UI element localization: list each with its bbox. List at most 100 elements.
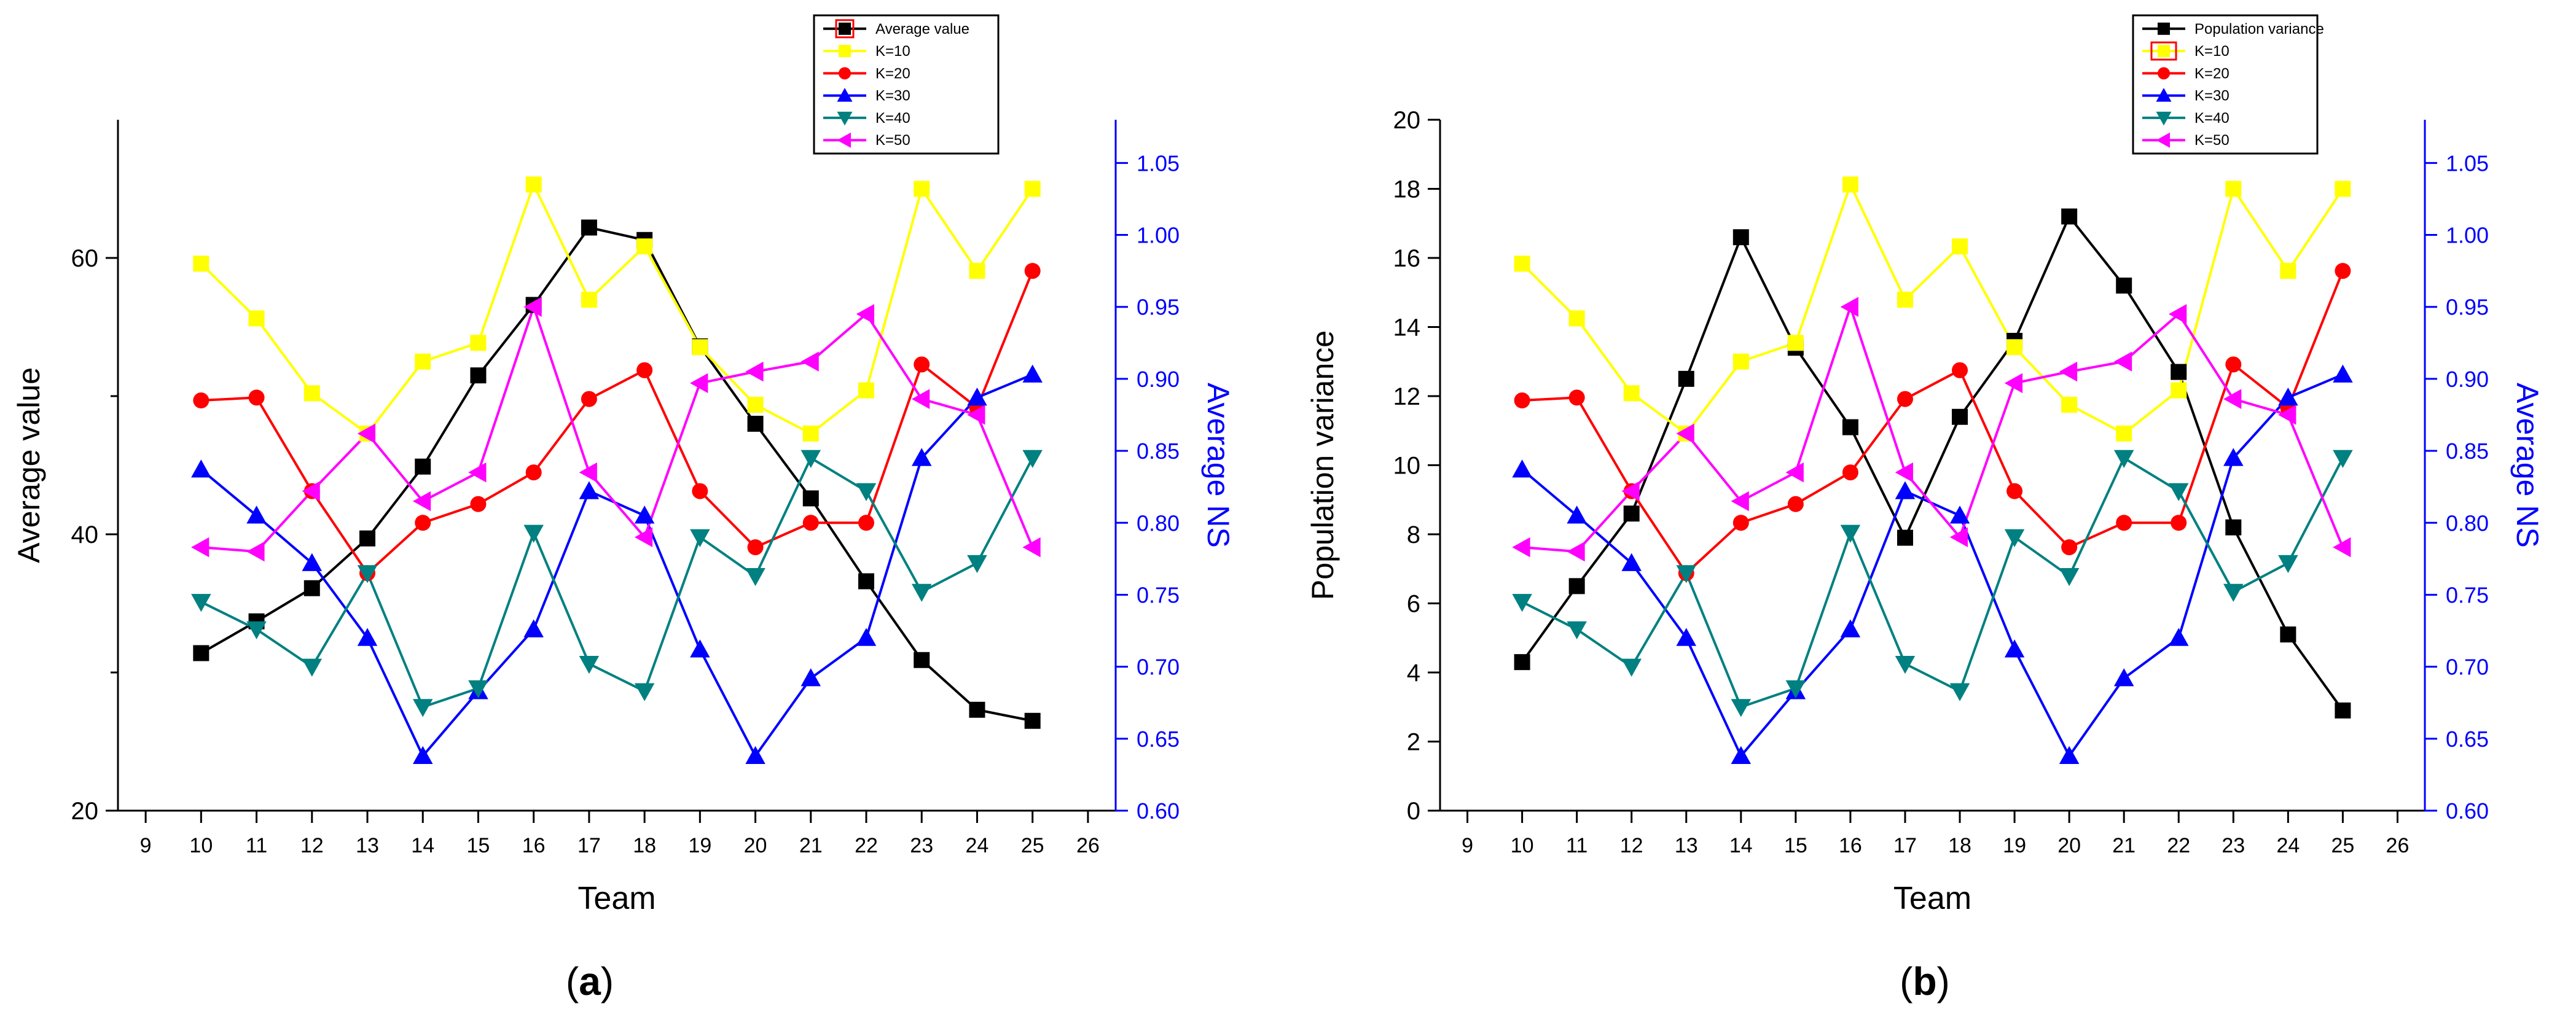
data-point	[470, 335, 487, 351]
data-point	[2335, 181, 2351, 197]
data-point	[2061, 539, 2078, 556]
x-tick-label: 21	[799, 834, 823, 857]
y-axis-right-title: Average NS	[1201, 383, 1235, 548]
data-point	[636, 362, 653, 378]
data-point	[1732, 515, 1749, 531]
y-tick-left-label: 10	[1393, 453, 1421, 480]
legend-label: Population variance	[2194, 21, 2324, 37]
legend: Average value K=10 K=20 K=30 K=40 K=50	[813, 14, 1000, 155]
data-point	[969, 263, 985, 279]
data-point	[2223, 389, 2242, 409]
y-tick-right-label: 1.05	[2446, 150, 2489, 176]
data-point	[690, 529, 710, 547]
y-tick-left-label: 20	[1393, 107, 1421, 134]
data-point	[579, 655, 600, 674]
data-point	[2113, 450, 2134, 469]
legend-box	[813, 14, 1000, 155]
data-point	[745, 567, 765, 586]
x-tick-label: 17	[1893, 834, 1917, 857]
data-point	[1623, 505, 1640, 522]
data-point	[858, 382, 874, 399]
data-point	[1731, 699, 1752, 717]
chart-panel-b: 9 10 11 12 13 14 15 16 17 18 19 20 21 22 23 24 25 2602468…	[1306, 14, 2545, 1003]
data-point	[634, 505, 655, 524]
legend-marker	[2156, 88, 2172, 102]
y-tick-right-label: 0.90	[1137, 367, 1180, 392]
data-point	[1567, 541, 1585, 562]
y-tick-right-label: 0.65	[2446, 727, 2489, 752]
data-point	[579, 481, 600, 499]
data-point	[581, 219, 597, 236]
legend-marker	[2156, 132, 2170, 148]
x-tick-label: 9	[1462, 834, 1473, 857]
data-point	[248, 389, 265, 406]
y-tick-right-label: 0.85	[1137, 438, 1180, 464]
x-tick-label: 15	[467, 834, 490, 857]
data-point	[1895, 481, 1916, 499]
data-point	[1842, 419, 1858, 435]
data-point	[1514, 654, 1530, 671]
data-point	[2116, 278, 2132, 294]
data-point	[1952, 408, 1968, 425]
y-tick-right-label: 1.00	[2446, 223, 2489, 248]
data-point	[1842, 176, 1858, 193]
y-tick-left-label: 16	[1393, 245, 1421, 272]
x-tick-label: 13	[1675, 834, 1698, 857]
legend-label: K=30	[875, 88, 910, 104]
chart-panel-a: 9 10 11 12 13 14 15 16 17 18 19 20 21 22 23 24 25 26 20 40 6…	[12, 14, 1235, 1003]
data-point	[2061, 208, 2078, 225]
y-tick-right-label: 1.05	[1137, 150, 1180, 176]
data-point	[2006, 483, 2023, 499]
data-point	[969, 701, 985, 718]
data-point	[415, 515, 431, 531]
data-point	[856, 304, 874, 324]
data-point	[1678, 370, 1694, 387]
caption-paren-open: (	[1900, 959, 1912, 1003]
data-point	[1840, 297, 1858, 317]
x-tick-label: 13	[356, 834, 379, 857]
x-tick-label: 11	[246, 834, 267, 857]
x-axis-title: Team	[577, 881, 656, 916]
data-point	[2004, 639, 2025, 658]
data-point	[2061, 397, 2078, 413]
x-tick-label: 19	[688, 834, 711, 857]
data-point	[193, 645, 209, 661]
data-point	[1567, 621, 1587, 639]
x-tick-label: 23	[2222, 834, 2245, 857]
series-line-Population variance	[1521, 214, 2344, 712]
data-point	[911, 448, 932, 466]
y-tick-right-label: 0.85	[2446, 438, 2489, 464]
legend-label: K=40	[2194, 110, 2230, 127]
data-point	[745, 361, 764, 382]
data-point	[636, 238, 653, 255]
series-line-K=40	[200, 456, 1034, 709]
data-point	[1676, 628, 1696, 646]
legend: Population variance K=10 K=20 K=30 K=40 K=50	[2132, 14, 2324, 155]
x-tick-label: 18	[633, 834, 656, 857]
series-line-K=10	[1521, 181, 2344, 435]
caption-paren-close: )	[1937, 959, 1950, 1003]
panel-caption: (a)	[566, 959, 614, 1003]
y-tick-right-label: 0.90	[2446, 367, 2489, 392]
x-tick-label: 16	[522, 834, 546, 857]
data-point	[1842, 464, 1858, 481]
data-point	[302, 553, 323, 571]
data-point	[858, 515, 874, 531]
panel-caption: (b)	[1900, 959, 1950, 1003]
x-tick-label: 10	[1511, 834, 1534, 857]
data-point	[2278, 555, 2298, 574]
data-point	[1512, 537, 1530, 558]
x-tick-label: 12	[1620, 834, 1643, 857]
y-tick-left-label: 40	[71, 521, 99, 548]
x-tick-label: 22	[2167, 834, 2190, 857]
data-point	[579, 462, 597, 483]
data-point	[525, 464, 542, 481]
data-point	[1840, 619, 1861, 637]
data-point	[1676, 423, 1694, 444]
data-point	[468, 462, 487, 483]
series-line-K=20	[1522, 270, 2344, 575]
data-point	[2278, 388, 2298, 406]
legend-marker	[2156, 111, 2172, 126]
data-point	[690, 373, 708, 394]
data-point	[634, 527, 653, 547]
